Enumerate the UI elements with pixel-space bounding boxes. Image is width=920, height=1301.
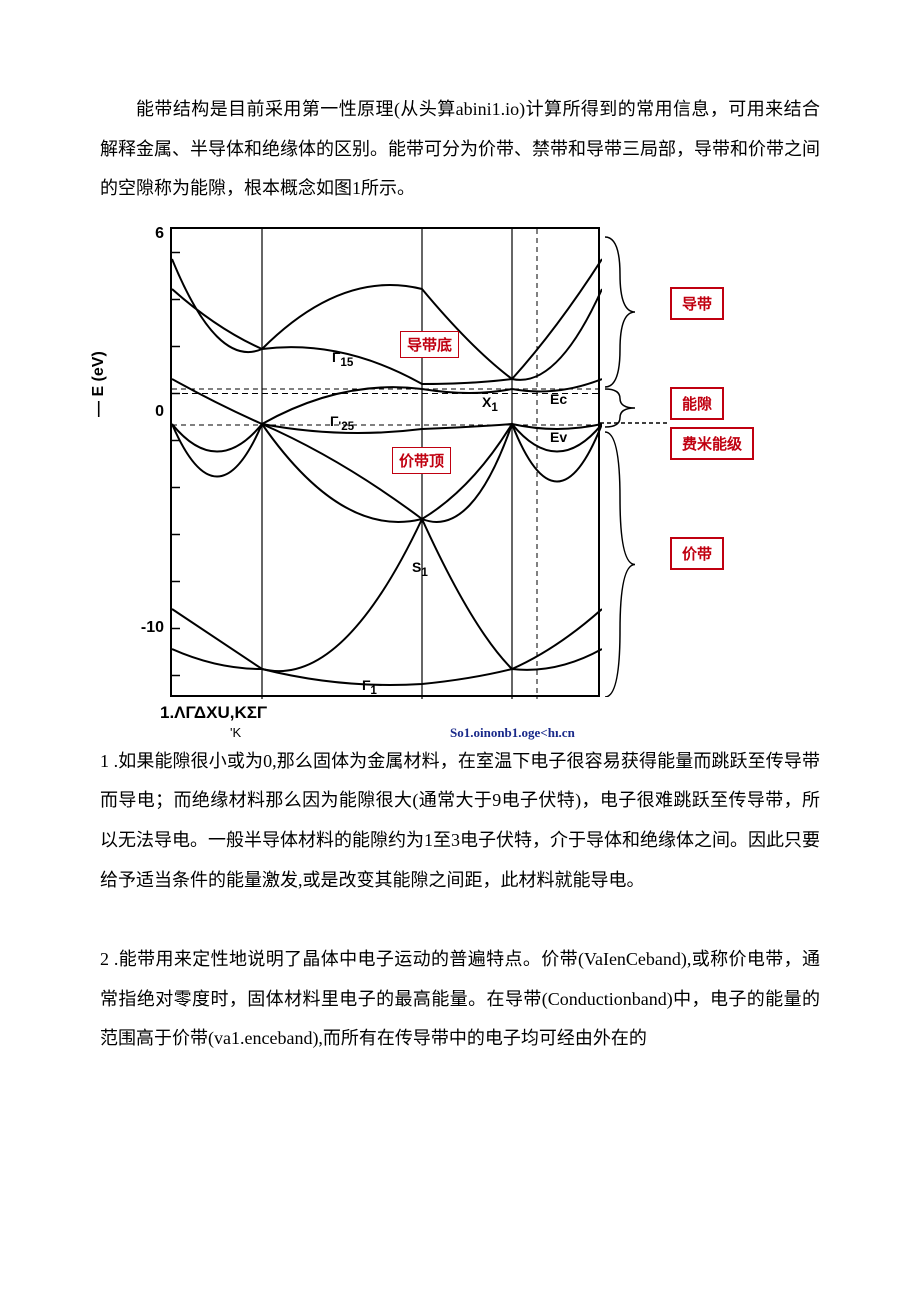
braces-svg — [600, 227, 680, 697]
intro-paragraph: 能带结构是目前采用第一性原理(从头算abini1.io)计算所得到的常用信息，可… — [100, 90, 820, 209]
point-label: Γ15 — [332, 349, 353, 369]
x-axis-sublabel: 'K — [230, 725, 241, 740]
y-tick: 6 — [124, 225, 164, 243]
inner-red-label: 导带底 — [400, 331, 459, 358]
y-tick: -10 — [124, 619, 164, 637]
paragraph-2: 2 .能带用来定性地说明了晶体中电子运动的普遍特点。价带(VaIenCeband… — [100, 940, 820, 1059]
watermark-text: So1.oinonb1.oge<hı.cn — [450, 725, 575, 741]
legend-box: 价带 — [670, 537, 724, 570]
paragraph-1: 1 .如果能隙很小或为0,那么固体为金属材料，在室温下电子很容易获得能量而跳跃至… — [100, 742, 820, 900]
bands-svg — [172, 229, 602, 699]
legend-box: 能隙 — [670, 387, 724, 420]
legend-box: 费米能级 — [670, 427, 754, 460]
y-axis-label: — E (eV) — [90, 351, 108, 417]
point-label: Ev — [550, 429, 567, 445]
x-axis-label: 1.ΛΓΔXU,KΣΓ — [160, 703, 267, 723]
inner-red-label: 价带顶 — [392, 447, 451, 474]
point-label: X1 — [482, 394, 498, 414]
point-label: S1 — [412, 559, 428, 579]
band-structure-diagram: — E (eV) 导带底价带顶 Γ15Γ'25X1S1Γ1EcEv 60-10 … — [90, 217, 810, 732]
point-label: Ec — [550, 391, 567, 407]
y-tick: 0 — [124, 403, 164, 421]
legend-box: 导带 — [670, 287, 724, 320]
point-label: Γ'25 — [330, 413, 354, 433]
plot-area: 导带底价带顶 Γ15 Γ'25 X1 S1 Γ1 Ec Ev — [170, 227, 600, 697]
point-label: Γ1 — [362, 677, 377, 697]
